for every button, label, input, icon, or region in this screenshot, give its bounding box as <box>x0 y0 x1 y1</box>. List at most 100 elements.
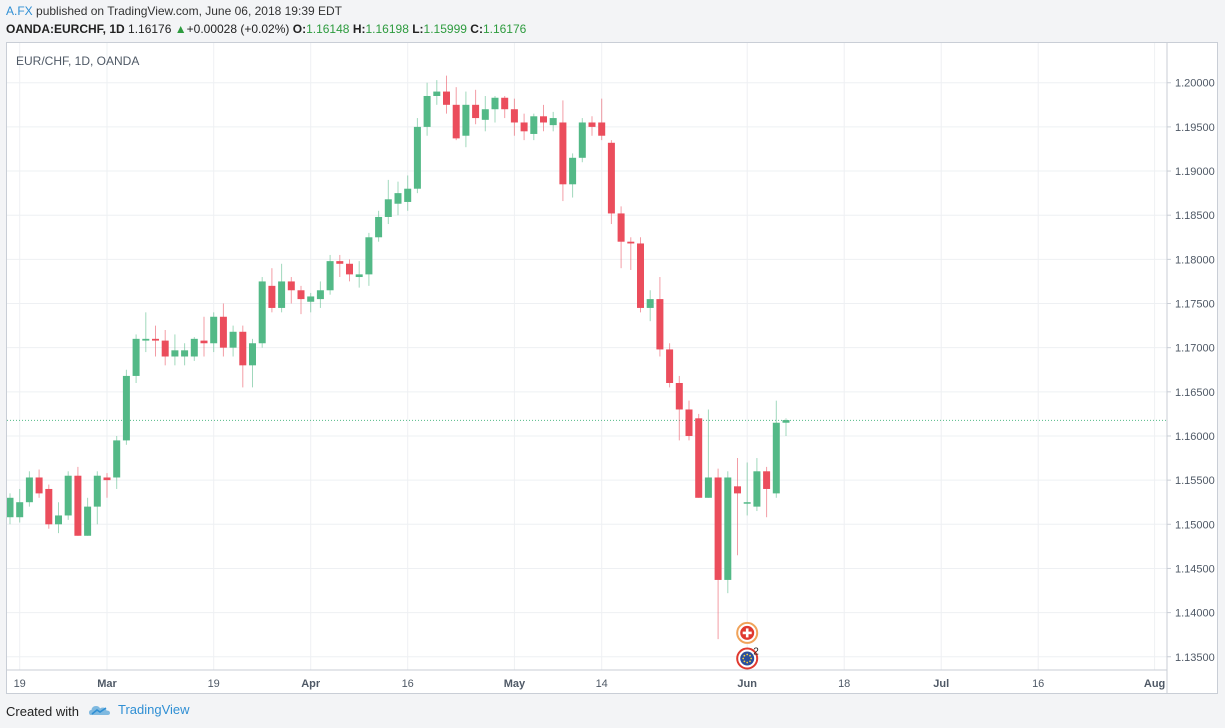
candle-body <box>278 281 286 308</box>
candle-body <box>404 188 412 202</box>
candle-body <box>433 91 441 96</box>
candle-body <box>656 299 664 350</box>
candle-body <box>326 261 334 291</box>
time-tick-label: 16 <box>402 678 414 690</box>
candle-body <box>64 475 72 516</box>
time-tick-label: 19 <box>208 678 220 690</box>
price-tick-label: 1.20000 <box>1175 78 1215 90</box>
candle-body <box>45 488 53 525</box>
price-tick-label: 1.15500 <box>1175 475 1215 487</box>
price-tick-label: 1.19000 <box>1175 166 1215 178</box>
flag-star <box>746 653 749 656</box>
candle-body <box>637 243 644 308</box>
candle-body <box>25 477 33 503</box>
candle-body <box>219 316 227 348</box>
candle-body <box>685 409 693 436</box>
time-axis[interactable]: 19 Mar 19 Apr 16 May 14 Jun 18 Jul 16 Aug <box>14 678 1166 690</box>
last-price: 1.16176 <box>128 22 172 36</box>
candle-body <box>287 281 295 291</box>
flag-star <box>743 654 746 657</box>
candle-body <box>724 477 732 580</box>
high-label: H: <box>352 22 366 36</box>
candle-body <box>481 109 489 120</box>
candle-body <box>16 502 24 518</box>
price-tick-label: 1.19500 <box>1175 122 1215 134</box>
price-tick-label: 1.14500 <box>1175 563 1215 575</box>
price-tick-label: 1.18500 <box>1175 210 1215 222</box>
tradingview-link[interactable]: TradingView <box>88 702 190 717</box>
candle-body <box>336 261 344 264</box>
author-link[interactable]: A.FX <box>6 4 33 18</box>
candle-body <box>384 199 392 217</box>
time-tick-label: 14 <box>596 678 608 690</box>
ohlc-legend: OANDA:EURCHF, 1D 1.16176 ▲+0.00028 (+0.0… <box>6 22 526 36</box>
candle-body <box>365 237 373 275</box>
candle-body <box>704 477 712 498</box>
time-tick-label: Mar <box>97 678 117 690</box>
price-tick-label: 1.16500 <box>1175 387 1215 399</box>
candle-body <box>210 316 218 344</box>
candle-body <box>316 290 324 300</box>
candle-body <box>530 116 538 134</box>
price-axis[interactable]: 1.13500 1.14000 1.14500 1.15000 1.15500 1.160… <box>1167 78 1215 664</box>
close-label: C: <box>470 22 483 36</box>
candle-body <box>229 331 237 348</box>
candle-body <box>443 91 450 105</box>
candle-body <box>355 274 363 278</box>
flag-star <box>749 660 751 663</box>
candle-body <box>734 486 741 494</box>
flag-star <box>750 657 753 660</box>
open-value: 1.16148 <box>306 22 350 36</box>
time-tick-label: Jun <box>737 678 757 690</box>
footer: Created with TradingView <box>0 696 1225 728</box>
publish-line: A.FX published on TradingView.com, June … <box>6 4 342 18</box>
close-value: 1.16176 <box>482 22 527 36</box>
price-tick-label: 1.15000 <box>1175 519 1215 531</box>
candle-body <box>772 422 780 494</box>
candle-body <box>763 471 771 489</box>
candle-body <box>346 263 353 275</box>
candle-body <box>122 375 130 441</box>
candle-body <box>578 122 586 158</box>
candle-body <box>423 95 431 127</box>
candle-body <box>394 193 402 204</box>
published-text: published on TradingView.com, June 06, 2… <box>36 4 342 18</box>
candle-body <box>666 349 674 383</box>
up-arrow-icon: ▲ <box>174 22 187 36</box>
candle-body <box>627 241 635 244</box>
time-tick-label: May <box>504 678 526 690</box>
candle-body <box>675 382 683 410</box>
candle-body <box>520 122 528 132</box>
chart-area[interactable]: 2 1.13500 1.14000 1.14500 1.15000 1.15500 1.1… <box>6 42 1218 694</box>
candle-body <box>297 290 305 300</box>
candle-body <box>753 471 761 507</box>
price-change: +0.00028 (+0.02%) <box>186 22 290 36</box>
price-chart[interactable]: 2 1.135001.140001.145001.150001.155001.1… <box>6 43 1217 693</box>
high-value: 1.16198 <box>365 22 409 36</box>
candle-body <box>132 338 140 376</box>
candle-body <box>413 126 421 189</box>
candle-body <box>540 116 547 123</box>
candle-body <box>549 118 557 126</box>
candle-body <box>559 122 567 185</box>
candle-body <box>501 97 509 110</box>
candle-body <box>782 420 790 423</box>
candle-body <box>598 122 606 136</box>
symbol-label: OANDA:EURCHF, 1D <box>6 22 125 36</box>
candle-body <box>93 475 101 507</box>
candle-body <box>646 299 654 308</box>
candle-body <box>375 216 383 238</box>
candles <box>6 75 790 640</box>
candle-body <box>6 497 14 518</box>
candle-body <box>695 418 703 498</box>
created-with-text: Created with <box>6 704 79 719</box>
candle-body <box>181 350 189 357</box>
price-tick-label: 1.17000 <box>1175 343 1215 355</box>
chart-title: EUR/CHF, 1D, OANDA <box>16 54 139 68</box>
event-count-badge: 2 <box>753 647 759 658</box>
time-tick-label: Jul <box>933 678 949 690</box>
candle-body <box>462 104 470 136</box>
candle-body <box>190 338 198 357</box>
price-tick-label: 1.18000 <box>1175 254 1215 266</box>
time-tick-label: 19 <box>14 678 26 690</box>
